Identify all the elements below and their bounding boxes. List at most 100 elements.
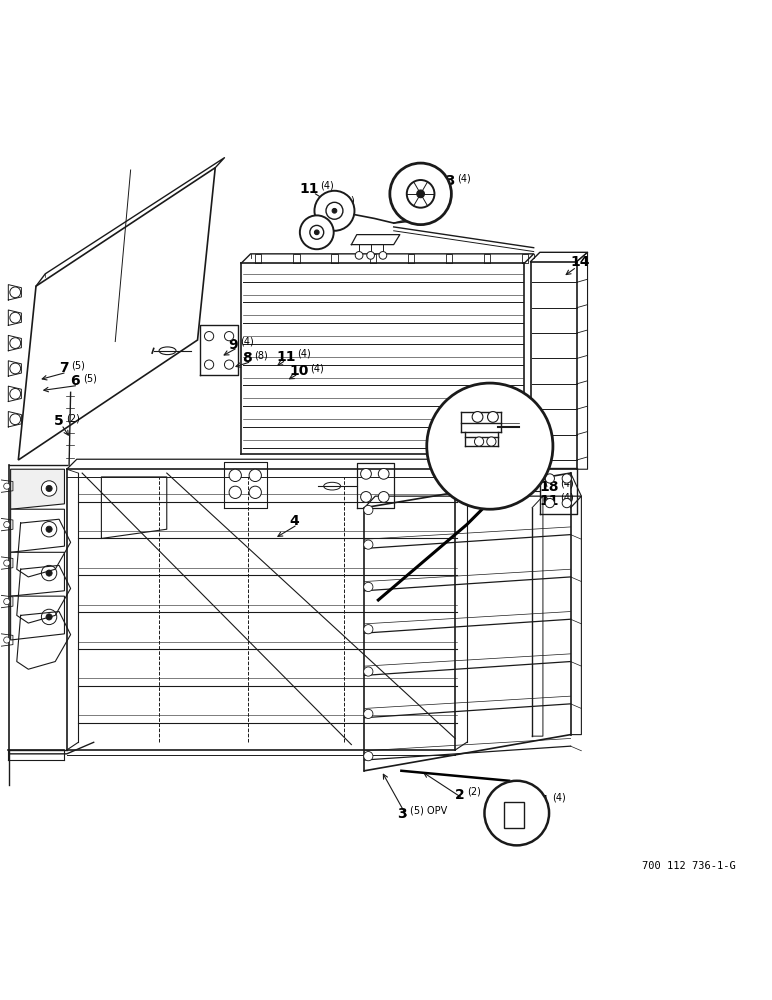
Circle shape [225,360,234,369]
Text: 11: 11 [277,350,296,364]
Text: 3: 3 [398,807,407,821]
Text: (2): (2) [66,413,80,423]
Polygon shape [19,168,215,460]
Text: (8): (8) [255,350,268,360]
Text: 14: 14 [571,255,590,269]
Polygon shape [11,509,65,552]
Circle shape [314,191,354,231]
Polygon shape [504,802,524,828]
Text: (4): (4) [552,792,566,802]
Text: 6: 6 [70,374,80,388]
Text: 10: 10 [289,364,309,378]
Circle shape [364,752,373,761]
Circle shape [417,190,425,198]
Text: 4: 4 [290,514,300,528]
Circle shape [545,498,554,508]
Circle shape [46,614,52,620]
Text: 700 112 736-1-G: 700 112 736-1-G [642,861,736,871]
Circle shape [355,252,363,259]
Text: (4): (4) [241,336,254,346]
Text: 7: 7 [59,361,69,375]
Circle shape [4,637,10,643]
Circle shape [205,360,214,369]
Text: 8: 8 [242,351,252,365]
Circle shape [46,485,52,492]
Circle shape [205,332,214,341]
Circle shape [42,481,57,496]
Circle shape [472,412,483,422]
Circle shape [10,287,21,298]
Text: 15,16,17: 15,16,17 [459,446,521,459]
Circle shape [10,338,21,348]
Circle shape [361,468,371,479]
Text: (4): (4) [560,492,574,502]
Text: 5: 5 [54,414,63,428]
Circle shape [407,180,435,208]
Text: 9: 9 [229,338,238,352]
Text: 1: 1 [540,794,550,808]
Circle shape [364,582,373,592]
Circle shape [332,208,337,213]
Text: 13: 13 [436,174,455,188]
Text: (5) OPV: (5) OPV [410,805,447,815]
Text: (4): (4) [530,444,544,454]
Polygon shape [11,596,65,640]
Circle shape [10,388,21,399]
Circle shape [475,437,484,446]
Polygon shape [11,469,65,509]
Text: (4): (4) [320,181,334,191]
Circle shape [229,469,242,482]
Circle shape [367,252,374,259]
Polygon shape [11,552,65,596]
Circle shape [310,225,323,239]
Text: (4): (4) [560,478,574,488]
Circle shape [364,505,373,515]
Text: 18: 18 [540,480,560,494]
Circle shape [378,468,389,479]
Circle shape [379,252,387,259]
Text: (4): (4) [341,195,355,205]
Text: (4): (4) [310,363,323,373]
Circle shape [487,437,496,446]
Circle shape [300,215,334,249]
Circle shape [4,483,10,489]
Circle shape [4,598,10,605]
Text: 11: 11 [300,182,320,196]
Text: 12: 12 [320,197,340,211]
Circle shape [361,492,371,502]
Circle shape [378,492,389,502]
Text: (2): (2) [468,786,482,796]
Circle shape [42,565,57,581]
Circle shape [42,522,57,537]
Text: (5): (5) [71,360,85,370]
Circle shape [562,498,571,508]
Text: 11: 11 [540,494,560,508]
Circle shape [46,526,52,532]
Circle shape [314,230,319,235]
Circle shape [364,667,373,676]
Text: Typical (8): Typical (8) [465,405,537,418]
Circle shape [10,312,21,323]
Circle shape [485,781,549,845]
Circle shape [46,570,52,576]
Text: 2: 2 [455,788,465,802]
Circle shape [562,474,571,483]
Text: (4): (4) [457,173,470,183]
Circle shape [10,414,21,425]
Circle shape [427,383,553,509]
Circle shape [10,363,21,374]
Text: (5): (5) [83,373,96,383]
Circle shape [326,202,343,219]
Circle shape [364,540,373,549]
Circle shape [390,163,452,225]
Circle shape [364,625,373,634]
Circle shape [229,486,242,498]
Circle shape [4,560,10,566]
Circle shape [42,609,57,625]
Circle shape [249,469,262,482]
Circle shape [545,474,554,483]
Circle shape [4,522,10,528]
Circle shape [249,486,262,498]
Circle shape [488,412,498,422]
Circle shape [225,332,234,341]
